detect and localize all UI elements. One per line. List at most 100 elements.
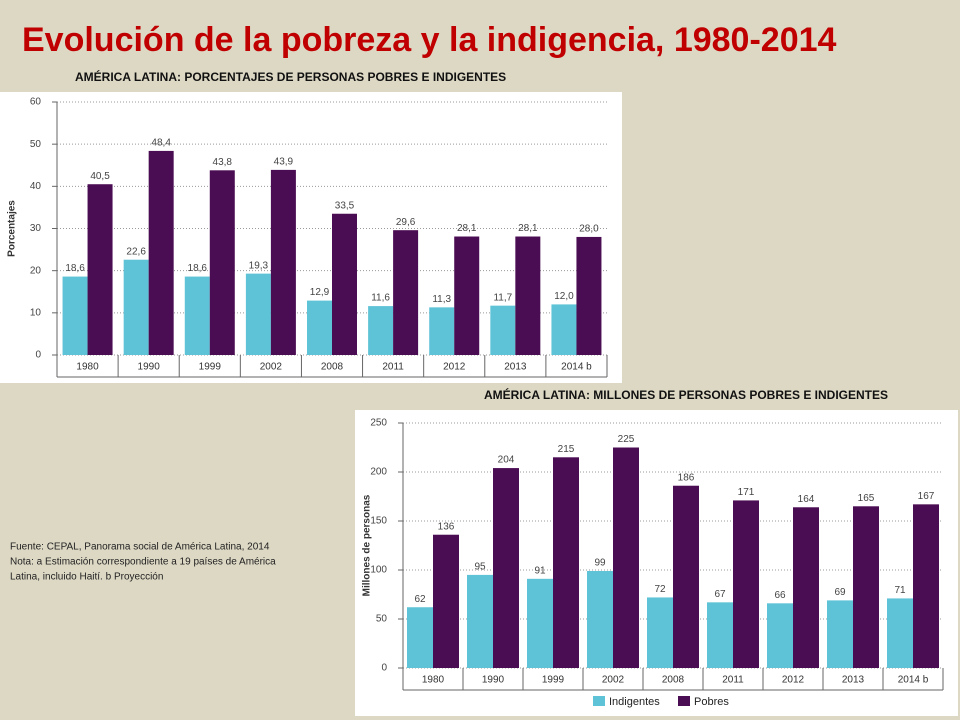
legend-swatch <box>678 696 690 706</box>
data-label: 215 <box>558 444 575 455</box>
chart-title: AMÉRICA LATINA: MILLONES DE PERSONAS POB… <box>484 387 888 402</box>
data-label: 19,3 <box>249 260 269 271</box>
bar <box>793 507 819 668</box>
y-tick-label: 20 <box>30 265 42 276</box>
data-label: 28,1 <box>457 223 477 234</box>
x-tick-label: 2014 b <box>561 362 592 373</box>
slide-title: Evolución de la pobreza y la indigencia,… <box>22 21 837 59</box>
bar <box>332 213 357 355</box>
bar <box>613 447 639 668</box>
y-axis-label: Millones de personas <box>362 494 373 596</box>
bar <box>887 598 913 668</box>
data-label: 29,6 <box>396 217 416 228</box>
x-tick-label: 2008 <box>662 675 685 686</box>
x-tick-label: 2014 b <box>898 675 929 686</box>
y-tick-label: 100 <box>370 565 387 576</box>
bar <box>407 607 433 668</box>
data-label: 91 <box>534 565 546 576</box>
data-label: 11,6 <box>371 293 390 304</box>
data-label: 225 <box>618 434 635 445</box>
y-axis-label: Porcentajes <box>7 200 18 257</box>
x-tick-label: 1980 <box>422 675 445 686</box>
data-label: 22,6 <box>126 246 146 257</box>
bar <box>368 306 394 355</box>
bar <box>515 236 541 355</box>
bar <box>454 236 480 355</box>
bar <box>913 504 939 668</box>
bar <box>733 500 759 668</box>
y-tick-label: 50 <box>376 614 388 625</box>
bar <box>707 602 733 668</box>
y-tick-label: 250 <box>370 418 387 429</box>
bar <box>493 468 519 668</box>
legend-swatch <box>593 696 605 706</box>
data-label: 67 <box>714 589 726 600</box>
x-tick-label: 2011 <box>382 362 404 373</box>
data-label: 66 <box>774 590 786 601</box>
x-tick-label: 1990 <box>138 362 161 373</box>
data-label: 43,9 <box>274 157 294 168</box>
data-label: 204 <box>498 455 515 466</box>
data-label: 28,1 <box>518 223 538 234</box>
bar <box>123 259 149 355</box>
x-tick-label: 1999 <box>199 362 222 373</box>
data-label: 95 <box>474 562 486 573</box>
data-label: 164 <box>798 494 815 505</box>
data-label: 40,5 <box>90 171 110 182</box>
data-label: 28,0 <box>579 224 599 235</box>
y-tick-label: 40 <box>30 181 42 192</box>
x-tick-label: 2002 <box>602 675 625 686</box>
x-tick-label: 2008 <box>321 362 344 373</box>
data-label: 43,8 <box>213 157 233 168</box>
data-label: 71 <box>894 585 906 596</box>
bar <box>553 457 579 668</box>
chart-title: AMÉRICA LATINA: PORCENTAJES DE PERSONAS … <box>75 69 506 84</box>
bar <box>527 578 553 668</box>
bar <box>429 307 455 355</box>
data-label: 165 <box>858 493 875 504</box>
bar <box>148 150 174 355</box>
bar <box>647 597 673 668</box>
bar <box>673 485 699 668</box>
y-tick-label: 60 <box>30 97 42 108</box>
bar <box>767 603 793 668</box>
x-tick-label: 2012 <box>782 675 805 686</box>
x-tick-label: 2013 <box>504 362 527 373</box>
data-label: 11,7 <box>493 292 512 303</box>
data-label: 62 <box>414 594 426 605</box>
bar <box>433 534 459 668</box>
bar <box>576 236 602 355</box>
y-tick-label: 10 <box>30 307 42 318</box>
bar <box>587 570 613 668</box>
legend-label: Indigentes <box>609 696 660 708</box>
data-label: 171 <box>738 487 755 498</box>
legend-label: Pobres <box>694 696 729 708</box>
note: Latina, incluido Haití. b Proyección <box>10 572 163 583</box>
data-label: 18,6 <box>65 263 85 274</box>
bar <box>87 184 113 355</box>
bar <box>270 169 296 355</box>
bar <box>490 305 516 355</box>
y-tick-label: 200 <box>370 467 387 478</box>
data-label: 136 <box>438 521 455 532</box>
bar <box>62 276 88 355</box>
data-label: 99 <box>594 558 606 569</box>
bar <box>184 276 210 355</box>
note: Nota: a Estimación correspondiente a 19 … <box>10 557 276 568</box>
data-label: 167 <box>918 491 935 502</box>
note: Fuente: CEPAL, Panorama social de Améric… <box>10 542 270 553</box>
bar <box>393 230 419 355</box>
x-tick-label: 1980 <box>76 362 99 373</box>
data-label: 72 <box>654 584 666 595</box>
data-label: 69 <box>834 587 846 598</box>
y-tick-label: 0 <box>381 663 387 674</box>
y-tick-label: 50 <box>30 139 42 150</box>
x-tick-label: 2013 <box>842 675 865 686</box>
x-tick-label: 1999 <box>542 675 565 686</box>
data-label: 48,4 <box>151 138 171 149</box>
x-tick-label: 1990 <box>482 675 505 686</box>
data-label: 186 <box>678 472 695 483</box>
y-tick-label: 0 <box>35 350 41 361</box>
